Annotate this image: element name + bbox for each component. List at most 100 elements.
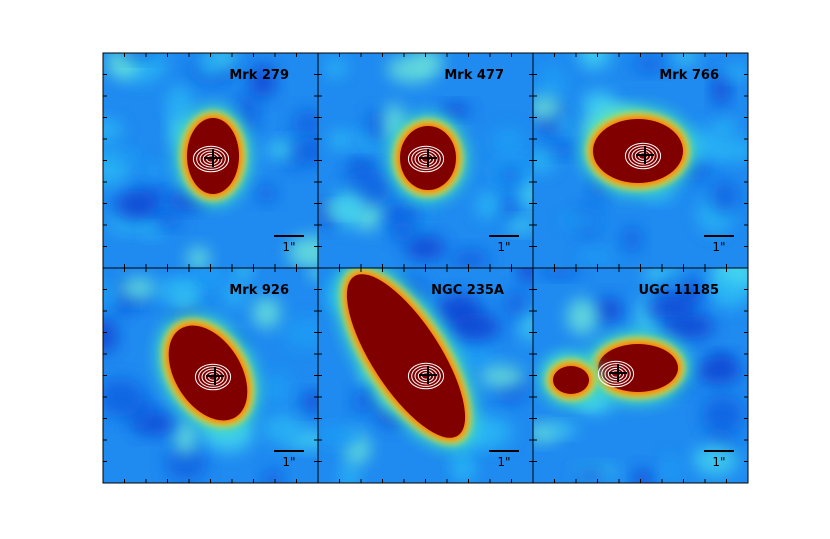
noise-blob [235,268,253,279]
noise-blob [622,226,642,253]
panel-label: UGC 11185 [638,283,719,298]
noise-blob [533,146,556,174]
noise-blob [106,53,138,79]
scale-label: 1" [712,455,725,469]
contour [624,142,662,170]
noise-blob [174,420,197,456]
panel: UGC 11185 1" [532,267,749,484]
noise-blob [712,71,730,107]
noise-blob [292,109,318,136]
image [318,268,533,483]
noise-blob [196,53,223,78]
image [533,53,748,268]
noise-blob [103,282,120,310]
noise-blob [548,423,578,436]
contour [597,360,635,388]
contour [194,363,232,391]
noise-blob [144,213,184,229]
noise-blob [191,268,228,291]
panel: Mrk 926 1" [102,267,319,484]
noise-blob [318,423,364,448]
noise-blob [554,113,575,135]
noise-blob [709,277,748,309]
noise-blob [283,317,318,349]
noise-blob [119,53,158,61]
noise-blob [500,166,520,184]
contour [192,145,230,173]
noise-blob [324,57,348,78]
contour [628,145,658,167]
noise-blob [155,282,197,300]
image [318,53,533,268]
noise-blob [236,93,259,134]
noise-blob [672,53,698,64]
panel-label: Mrk 477 [444,68,504,83]
noise-blob [249,64,276,99]
noise-blob [119,277,157,299]
noise-blob [450,312,501,343]
noise-blob [710,181,739,214]
noise-blob [702,395,745,433]
noise-blob [505,218,533,233]
contour [601,363,631,385]
noise-blob [474,190,501,220]
noise-blob [666,269,683,299]
core [346,274,466,438]
noise-blob [634,467,651,483]
panel-label: Mrk 926 [229,283,289,298]
noise-blob [103,378,143,417]
noise-blob [115,189,157,221]
contour [407,145,445,173]
noise-blob [391,220,415,243]
noise-blob [328,189,366,229]
noise-blob [351,391,372,412]
noise-blob [536,64,567,103]
noise-blob [110,149,142,162]
scale-label: 1" [497,240,510,254]
noise-blob [479,364,525,389]
image [533,268,748,483]
noise-blob [725,268,748,284]
contour [411,148,441,170]
noise-blob [165,444,207,481]
noise-blob [491,126,526,159]
noise-blob [696,356,742,385]
panel: Mrk 766 1" [532,52,749,269]
noise-blob [578,248,616,266]
image [103,53,318,268]
scale-label: 1" [282,240,295,254]
noise-blob [339,459,359,483]
noise-blob [452,451,475,483]
noise-blob [139,162,167,179]
noise-blob [577,53,611,70]
contour [198,366,228,388]
noise-blob [504,290,528,318]
noise-blob [328,128,353,152]
noise-blob [166,85,193,120]
noise-blob [264,371,292,407]
noise-blob [262,414,303,443]
panel: Mrk 477 1" [317,52,534,269]
noise-blob [575,466,608,483]
contour [196,148,226,170]
noise-blob [520,307,533,342]
noise-blob [566,298,599,335]
noise-blob [537,268,582,278]
noise-blob [287,235,318,268]
scale-label: 1" [497,455,510,469]
noise-blob [440,103,470,118]
panel: NGC 235A 1" [317,267,534,484]
contour [411,365,441,387]
scale-label: 1" [282,455,295,469]
core [553,366,589,394]
noise-blob [721,65,748,80]
noise-blob [300,392,318,412]
noise-blob [451,249,490,268]
noise-blob [405,235,446,261]
noise-blob [518,268,533,285]
panel-label: NGC 235A [431,283,504,298]
noise-blob [255,184,277,203]
core [598,344,678,392]
panel-label: Mrk 279 [229,68,289,83]
